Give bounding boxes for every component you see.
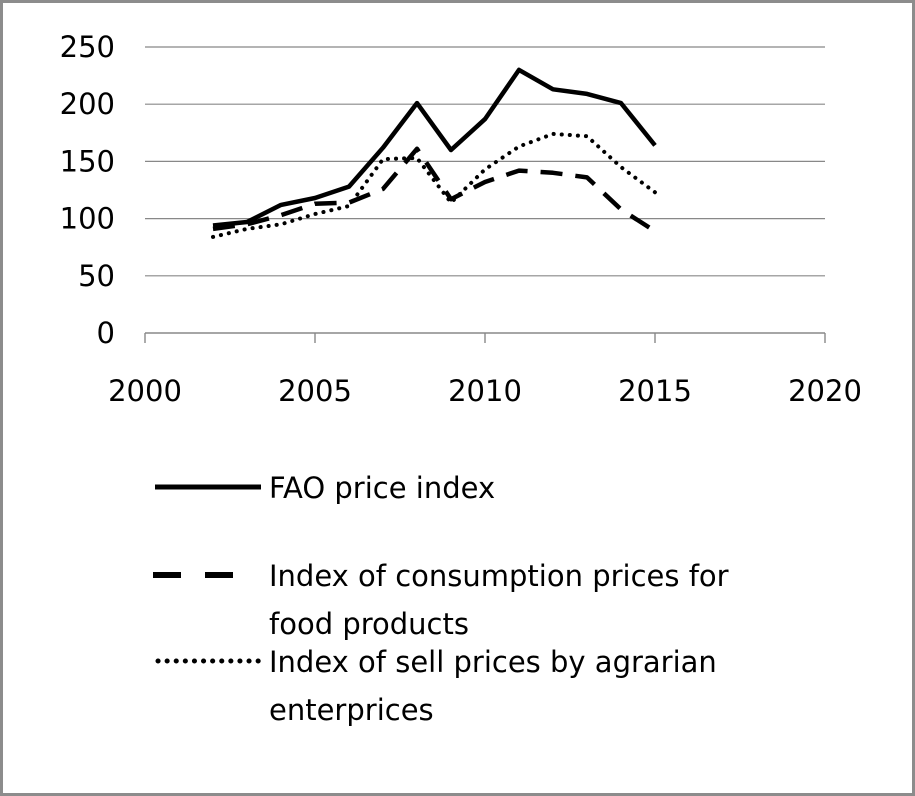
legend-label-3: enterprices	[269, 693, 434, 727]
legend-label-2: food products	[269, 607, 469, 641]
x-tick-label: 2020	[788, 374, 862, 408]
legend-label-2: Index of consumption prices for	[269, 559, 729, 593]
y-tick-label: 200	[60, 87, 115, 121]
series-line-2	[212, 146, 657, 234]
y-tick-label: 50	[78, 259, 115, 293]
x-tick-label: 2005	[278, 374, 352, 408]
x-tick-label: 2010	[448, 374, 522, 408]
legend: FAO price index Index of consumption pric…	[153, 471, 729, 727]
legend-label-1: FAO price index	[269, 471, 495, 505]
x-axis-ticks: 2000 2005 2010 2015 2020	[108, 333, 862, 408]
x-tick-label: 2000	[108, 374, 182, 408]
y-tick-label: 0	[97, 316, 115, 350]
x-tick-label: 2015	[618, 374, 692, 408]
y-tick-label: 250	[60, 30, 115, 64]
series-line-3	[211, 131, 657, 239]
gridlines	[145, 46, 825, 277]
legend-label-3: Index of sell prices by agrarian	[269, 645, 717, 679]
series-line-1	[212, 67, 657, 228]
line-chart: 0 50 100 150 200 250 2000 2005 2010 2015 2020 FAO…	[60, 30, 862, 727]
series-lines	[211, 67, 657, 239]
y-tick-label: 150	[60, 144, 115, 178]
y-tick-label: 100	[60, 202, 115, 236]
y-axis-ticks: 0 50 100 150 200 250	[60, 30, 115, 350]
